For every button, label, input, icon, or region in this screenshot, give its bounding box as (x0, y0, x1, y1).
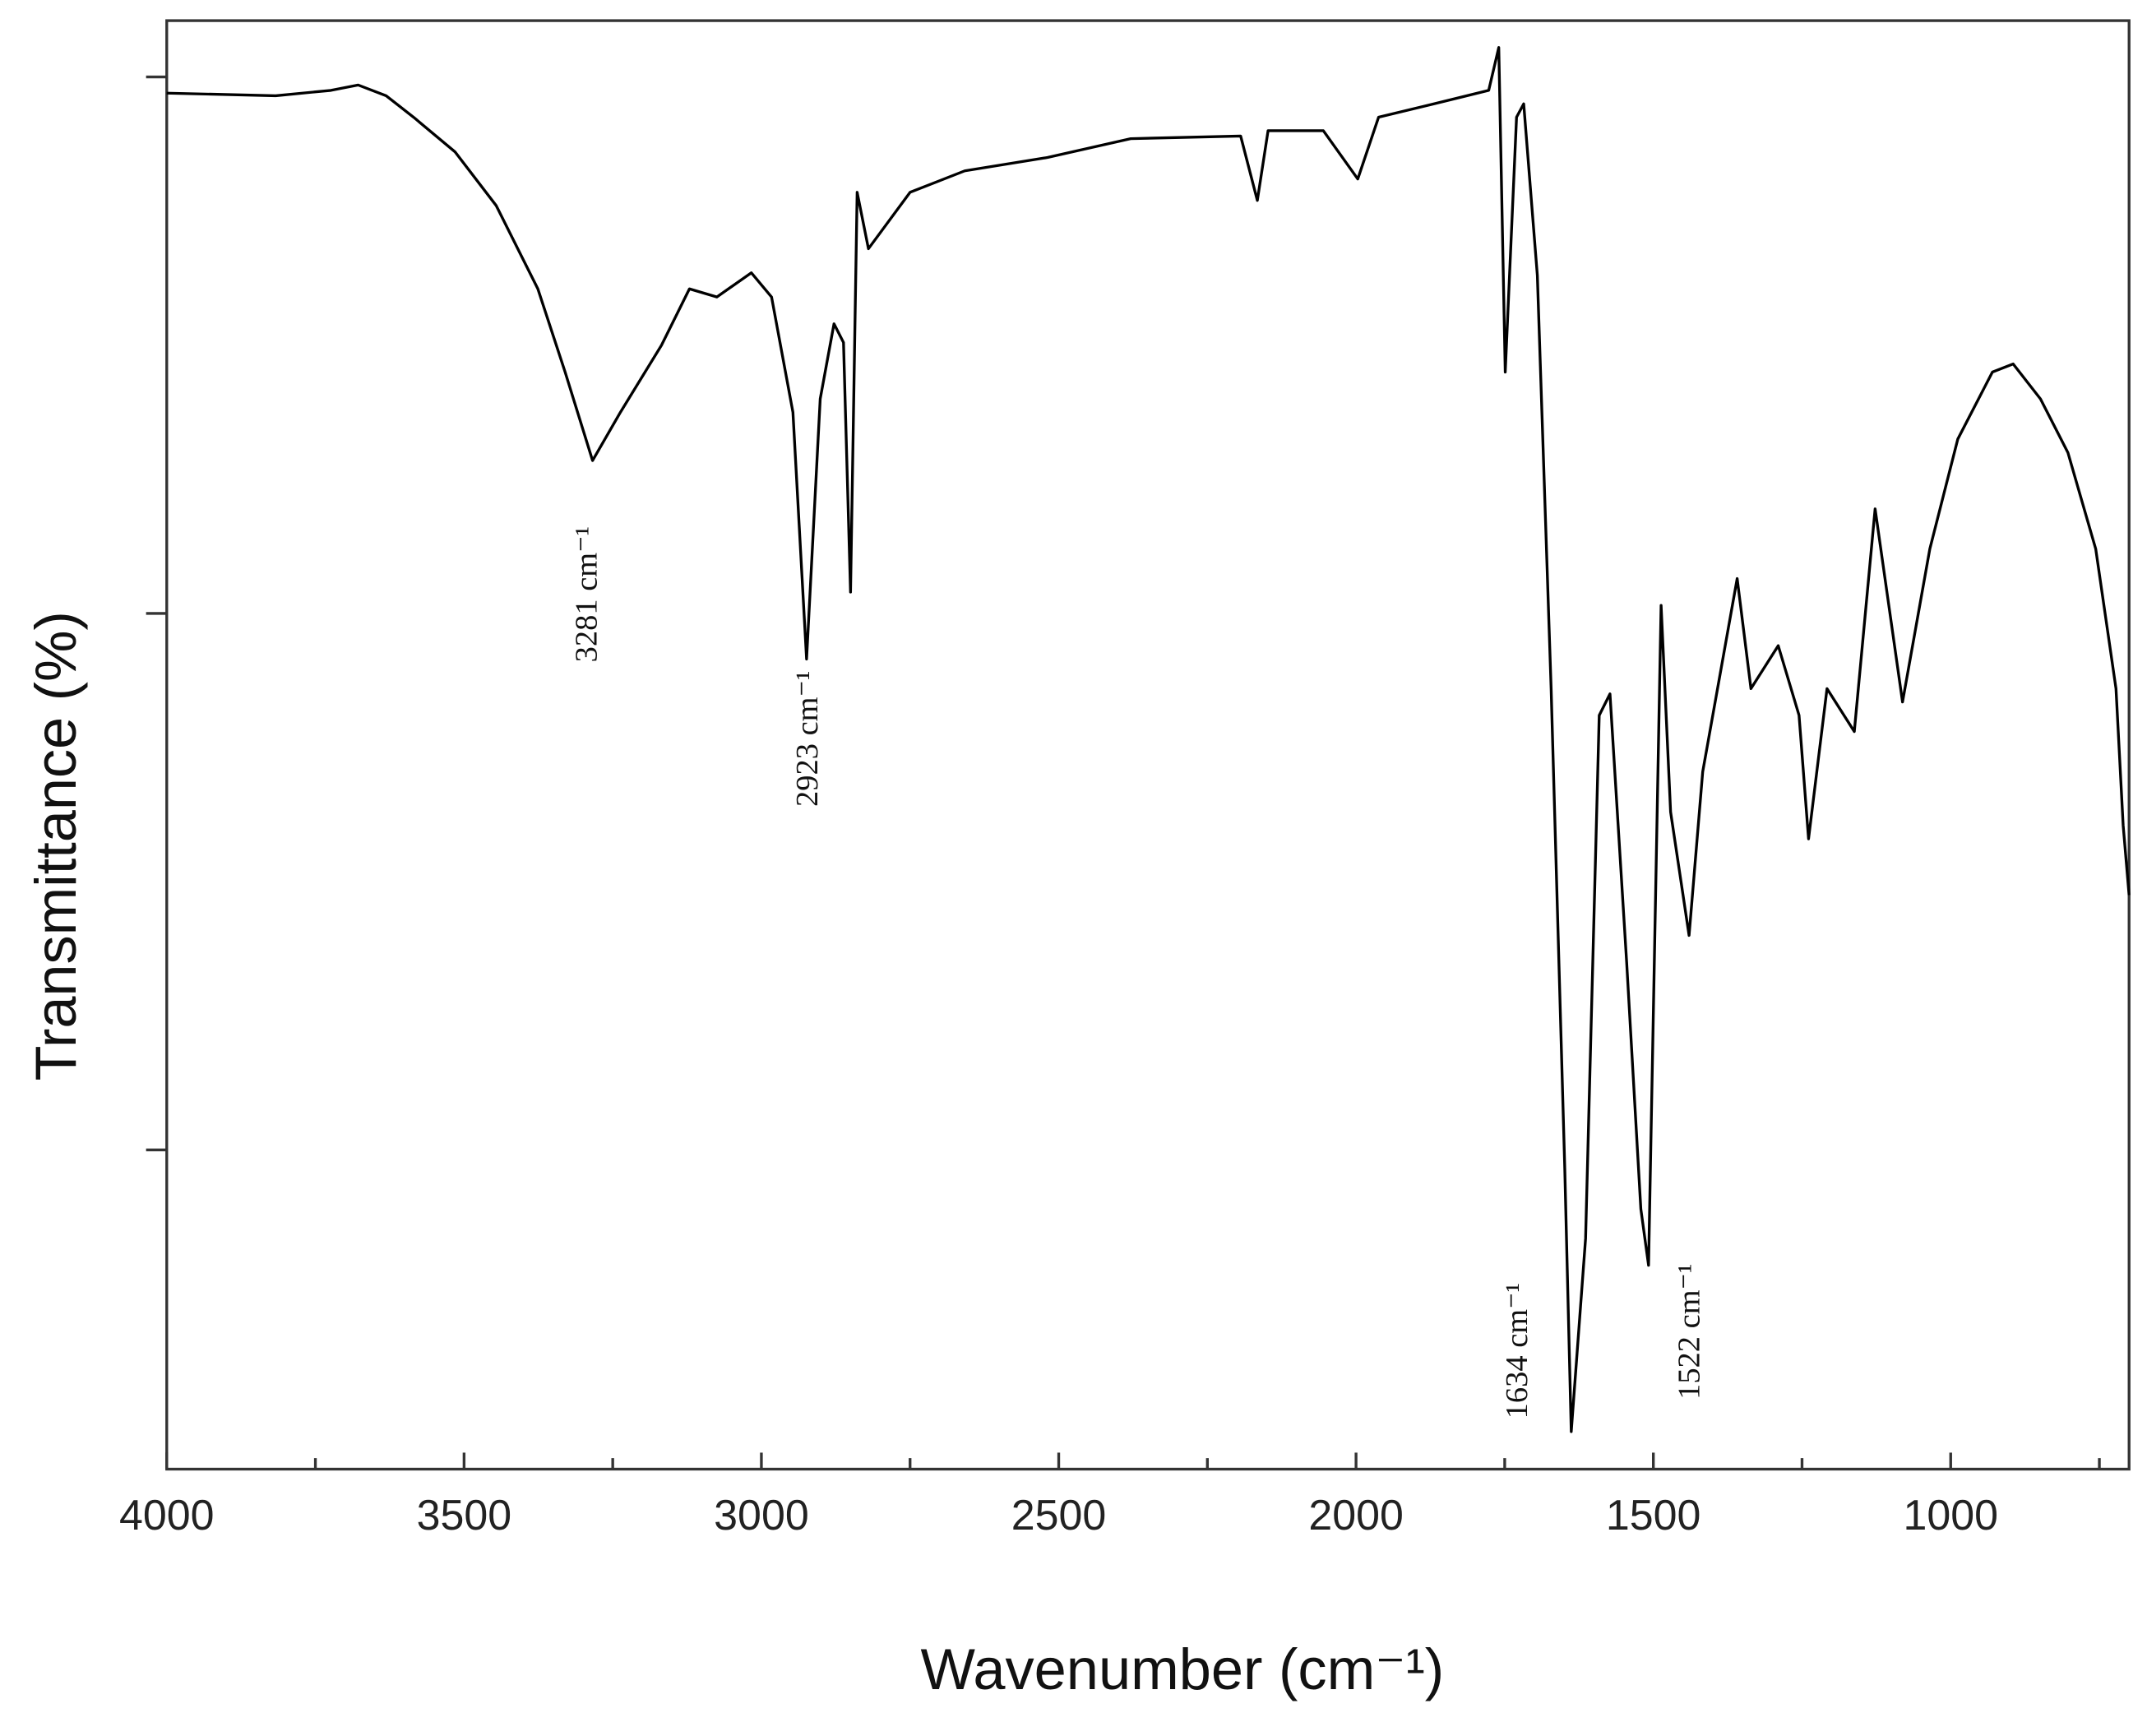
y-axis-label: Transmittance (%) (23, 611, 88, 1081)
x-tick-label: 1000 (1903, 1491, 1998, 1539)
x-axis-label: Wavenumber (cm⁻¹) (921, 1636, 1445, 1701)
peak-annotation: 2923 cm⁻¹ (790, 671, 825, 807)
x-tick-label: 1500 (1606, 1491, 1701, 1539)
peak-annotation: 3281 cm⁻¹ (570, 526, 604, 662)
peak-annotation: 1522 cm⁻¹ (1672, 1264, 1706, 1400)
plot-frame (165, 19, 2131, 1471)
x-tick-label: 4000 (119, 1491, 215, 1539)
spectrum-line (166, 46, 2131, 1433)
x-tick-label: 2000 (1308, 1491, 1404, 1539)
peak-annotation: 1634 cm⁻¹ (1500, 1283, 1534, 1419)
x-tick-label: 3000 (714, 1491, 809, 1539)
x-tick-label: 2500 (1011, 1491, 1107, 1539)
x-tick-label: 3500 (417, 1491, 512, 1539)
